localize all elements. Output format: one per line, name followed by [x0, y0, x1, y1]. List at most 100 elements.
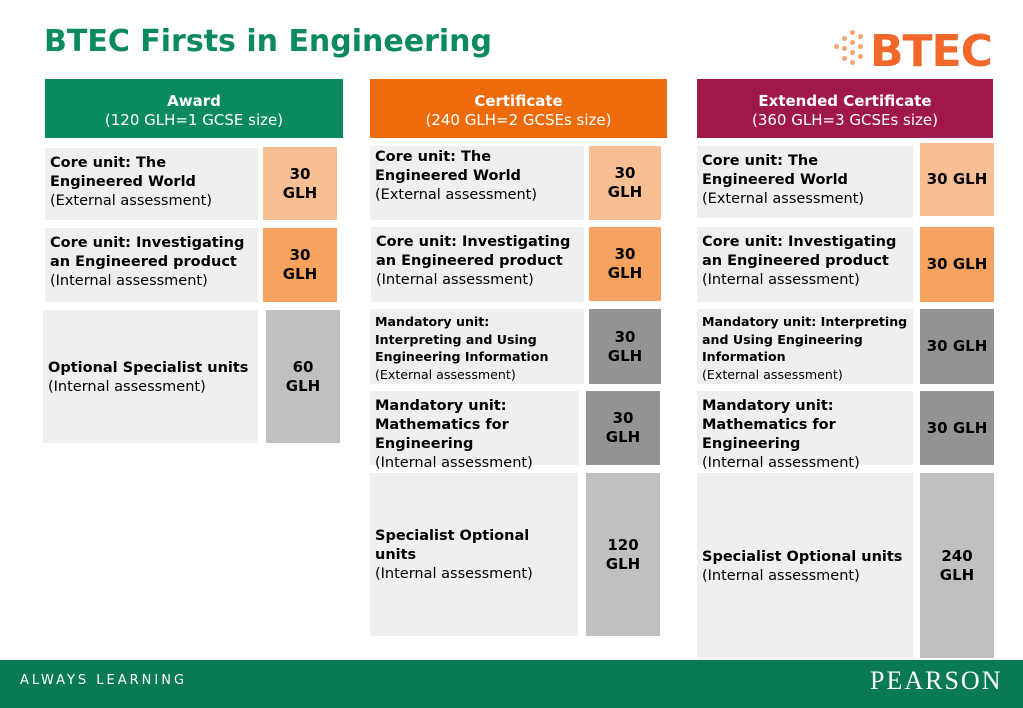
glh-unit: GLH	[605, 554, 641, 573]
glh-value: 240	[941, 546, 973, 565]
unit-title: Specialist Optional units	[375, 528, 530, 563]
header-extended-certificate: Extended Certificate (360 GLH=3 GCSEs si…	[697, 79, 993, 138]
logo-dot-icon	[850, 40, 855, 45]
unit-title: Specialist Optional units	[702, 548, 903, 565]
glh-badge: 30 GLH	[920, 309, 994, 384]
glh-unit: GLH	[939, 565, 975, 584]
unit-assessment: (Internal assessment)	[702, 567, 860, 584]
unit-title: Core unit: The Engineered World	[50, 155, 196, 190]
unit-core-investigating: Core unit: Investigating an Engineered p…	[697, 227, 913, 302]
logo-dot-icon	[850, 30, 855, 35]
unit-core-engineered-world: Core unit: The Engineered World (Externa…	[45, 148, 258, 220]
unit-core-investigating: Core unit: Investigating an Engineered p…	[371, 227, 584, 302]
unit-specialist-optional: Specialist Optional units (Internal asse…	[370, 473, 578, 636]
logo-dot-icon	[858, 54, 863, 59]
logo-dot-icon	[858, 44, 863, 49]
unit-core-engineered-world: Core unit: The Engineered World (Externa…	[697, 146, 913, 218]
unit-optional-specialist: Optional Specialist units (Internal asse…	[43, 310, 258, 443]
unit-mandatory-interpreting: Mandatory unit: Interpreting and Using E…	[370, 309, 584, 384]
glh-value: 30	[614, 327, 636, 346]
header-name: Extended Certificate	[758, 92, 932, 110]
glh-value: 30 GLH	[926, 418, 988, 437]
unit-mandatory-mathematics: Mandatory unit: Mathematics for Engineer…	[370, 391, 579, 471]
logo-dot-icon	[842, 56, 847, 61]
logo-dot-icon	[850, 60, 855, 65]
glh-value: 30 GLH	[926, 337, 988, 355]
unit-title: Mandatory unit: Mathematics for Engineer…	[375, 398, 509, 452]
glh-badge: 30 GLH	[589, 146, 661, 220]
unit-mandatory-mathematics: Mandatory unit: Mathematics for Engineer…	[697, 391, 913, 471]
glh-unit: GLH	[605, 428, 641, 446]
glh-value: 30	[614, 245, 636, 263]
glh-badge: 30 GLH	[263, 147, 337, 220]
unit-title: Core unit: Investigating an Engineered p…	[50, 235, 245, 270]
unit-assessment: (Internal assessment)	[50, 273, 208, 289]
header-size: (240 GLH=2 GCSEs size)	[425, 111, 612, 129]
glh-badge: 30 GLH	[589, 227, 661, 301]
glh-unit: GLH	[607, 183, 643, 201]
glh-value: 30	[614, 164, 636, 182]
glh-unit: GLH	[285, 376, 321, 395]
unit-title: Mandatory unit: Interpreting and Using E…	[702, 314, 908, 364]
glh-value: 30	[289, 164, 311, 183]
glh-badge: 60 GLH	[266, 310, 340, 443]
page-title: BTEC Firsts in Engineering	[44, 24, 493, 59]
logo-dot-icon	[834, 44, 839, 49]
logo-dot-icon	[842, 36, 847, 41]
glh-value: 60	[292, 357, 314, 376]
unit-assessment: (Internal assessment)	[375, 455, 533, 471]
glh-badge: 120 GLH	[586, 473, 660, 636]
header-size: (120 GLH=1 GCSE size)	[104, 111, 284, 129]
glh-value: 30	[612, 409, 634, 427]
unit-title: Optional Specialist units	[48, 359, 249, 376]
unit-title: Mandatory unit: Mathematics for Engineer…	[702, 398, 836, 452]
unit-assessment: (External assessment)	[702, 191, 865, 207]
unit-mandatory-interpreting: Mandatory unit: Interpreting and Using E…	[697, 309, 913, 384]
glh-value: 120	[607, 535, 639, 554]
header-size: (360 GLH=3 GCSEs size)	[751, 111, 938, 129]
unit-assessment: (Internal assessment)	[702, 455, 860, 471]
logo-dot-icon	[842, 46, 847, 51]
unit-core-engineered-world: Core unit: The Engineered World (Externa…	[370, 146, 584, 220]
glh-unit: GLH	[607, 346, 643, 365]
unit-assessment: (External assessment)	[702, 366, 843, 382]
unit-assessment: (Internal assessment)	[376, 272, 534, 288]
glh-unit: GLH	[607, 264, 643, 282]
unit-assessment: (External assessment)	[375, 366, 516, 382]
footer-tagline: ALWAYS LEARNING	[20, 673, 188, 688]
glh-badge: 30 GLH	[920, 227, 994, 302]
unit-assessment: (Internal assessment)	[375, 566, 533, 582]
glh-badge: 30 GLH	[920, 391, 994, 465]
unit-title: Core unit: Investigating an Engineered p…	[702, 234, 897, 269]
pearson-logo: PEARSON	[870, 666, 1003, 695]
unit-assessment: (Internal assessment)	[702, 272, 860, 288]
unit-assessment: (External assessment)	[50, 193, 213, 209]
unit-core-investigating: Core unit: Investigating an Engineered p…	[45, 228, 258, 302]
unit-title: Core unit: The Engineered World	[375, 149, 521, 184]
logo-text: BTEC	[870, 26, 993, 77]
header-name: Award	[167, 92, 221, 110]
unit-title: Core unit: The Engineered World	[702, 153, 848, 188]
glh-unit: GLH	[282, 265, 318, 283]
unit-specialist-optional: Specialist Optional units (Internal asse…	[697, 473, 913, 658]
unit-title: Mandatory unit: Interpreting and Using E…	[375, 314, 549, 364]
header-award: Award (120 GLH=1 GCSE size)	[45, 79, 343, 138]
glh-unit: GLH	[282, 183, 318, 202]
glh-value: 30 GLH	[926, 170, 988, 188]
unit-assessment: (External assessment)	[375, 187, 538, 203]
logo-dot-icon	[858, 34, 863, 39]
unit-assessment: (Internal assessment)	[48, 378, 206, 395]
logo-dot-icon	[850, 50, 855, 55]
unit-title: Core unit: Investigating an Engineered p…	[376, 234, 571, 269]
glh-badge: 30 GLH	[263, 228, 337, 302]
footer-bar	[0, 660, 1023, 708]
glh-value: 30 GLH	[926, 255, 988, 273]
glh-badge: 240 GLH	[920, 473, 994, 658]
glh-badge: 30 GLH	[920, 143, 994, 216]
glh-badge: 30 GLH	[586, 391, 660, 465]
header-certificate: Certificate (240 GLH=2 GCSEs size)	[370, 79, 667, 138]
glh-badge: 30 GLH	[589, 309, 661, 384]
btec-logo: BTEC	[832, 24, 993, 77]
header-name: Certificate	[474, 92, 563, 110]
glh-value: 30	[289, 246, 311, 264]
